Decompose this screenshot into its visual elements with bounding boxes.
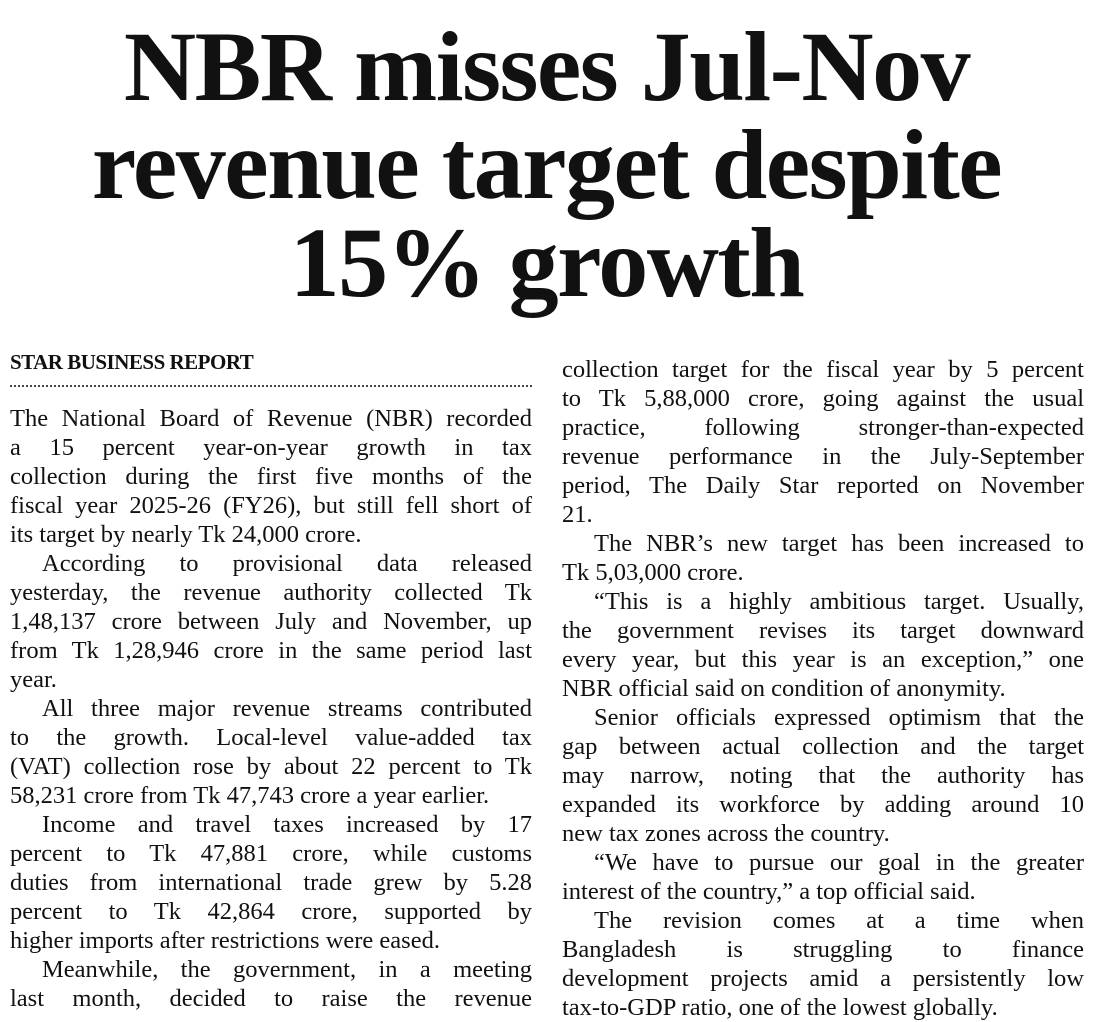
article-paragraph: The National Board of Revenue (NBR) reco… [10,404,532,549]
headline-line: NBR misses Jul-Nov [123,11,971,122]
article-paragraph: According to provisional data released ye… [10,549,532,694]
article-line: collection target for the fiscal year by… [562,356,1084,383]
article-line: percent to Tk 47,881 crore, while custom… [10,840,532,867]
article-line: The National Board of Revenue (NBR) reco… [10,405,532,432]
headline-line: revenue target despite [91,109,1003,220]
article-line: NBR official said on condition of anonym… [562,675,1006,702]
article-line: tax-to-GDP ratio, one of the lowest glob… [562,994,998,1021]
article-paragraph: All three major revenue streams contribu… [10,694,532,810]
article-line: practice, following stronger-than-expect… [562,414,1084,441]
article-line: All three major revenue streams contribu… [42,695,532,722]
article-column-left: The National Board of Revenue (NBR) reco… [10,404,532,1013]
article-line: revenue performance in the July-Septembe… [562,443,1084,470]
article-line: its target by nearly Tk 24,000 crore. [10,521,362,548]
article-paragraph: collection target for the fiscal year by… [562,355,1084,529]
article-line: duties from international trade grew by … [10,869,532,896]
article-line: collection during the first five months … [10,463,532,490]
article-line: “We have to pursue our goal in the great… [594,849,1084,876]
article-line: yesterday, the revenue authority collect… [10,579,532,606]
article-column-right: collection target for the fiscal year by… [562,355,1084,1022]
article-line: The revision comes at a time when [594,907,1084,934]
article-line: gap between actual collection and the ta… [562,733,1084,760]
article-line: The NBR’s new target has been increased … [594,530,1084,557]
article-paragraph: Income and travel taxes increased by 17 p… [10,810,532,955]
article-paragraph: The revision comes at a time when Banglad… [562,906,1084,1022]
article-paragraph: Meanwhile, the government, in a meeting l… [10,955,532,1013]
headline: NBR misses Jul-Nov revenue target despit… [0,11,1093,318]
article-line: from Tk 1,28,946 crore in the same perio… [10,637,532,664]
headline-line: 15% growth [289,207,805,318]
article-line: every year, but this year is an exceptio… [562,646,1084,673]
article-line: the government revises its target downwa… [562,617,1084,644]
article-paragraph: “We have to pursue our goal in the great… [562,848,1084,906]
article-line: (VAT) collection rose by about 22 percen… [10,753,532,780]
article-line: to the growth. Local-level value-added t… [10,724,532,751]
article-line: 21. [562,501,593,528]
article-line: Tk 5,03,000 crore. [562,559,744,586]
article-line: period, The Daily Star reported on Novem… [562,472,1084,499]
article-line: expanded its workforce by adding around … [562,791,1084,818]
article-line: to Tk 5,88,000 crore, going against the … [562,385,1084,412]
article-paragraph: Senior officials expressed optimism that… [562,703,1084,848]
article-line: last month, decided to raise the revenue [10,985,532,1012]
article-line: higher imports after restrictions were e… [10,927,440,954]
article-paragraph: The NBR’s new target has been increased … [562,529,1084,587]
article-line: Bangladesh is struggling to finance [562,936,1084,963]
article-line: 1,48,137 crore between July and November… [10,608,532,635]
article-paragraph: “This is a highly ambitious target. Usua… [562,587,1084,703]
article-line: According to provisional data released [42,550,532,577]
article-line: year. [10,666,57,693]
byline: STAR BUSINESS REPORT [10,350,254,374]
article-line: new tax zones across the country. [562,820,890,847]
article-line: fiscal year 2025-26 (FY26), but still fe… [10,492,532,519]
dotted-divider [10,385,532,387]
article-line: “This is a highly ambitious target. Usua… [594,588,1084,615]
article-line: may narrow, noting that the authority ha… [562,762,1084,789]
article-line: Senior officials expressed optimism that… [594,704,1084,731]
article-line: interest of the country,” a top official… [562,878,976,905]
article-line: percent to Tk 42,864 crore, supported by [10,898,532,925]
article-line: Meanwhile, the government, in a meeting [42,956,532,983]
article-line: development projects amid a persistently… [562,965,1084,992]
article-line: Income and travel taxes increased by 17 [42,811,532,838]
article-line: 58,231 crore from Tk 47,743 crore a year… [10,782,490,809]
article-line: a 15 percent year-on-year growth in tax [10,434,532,461]
